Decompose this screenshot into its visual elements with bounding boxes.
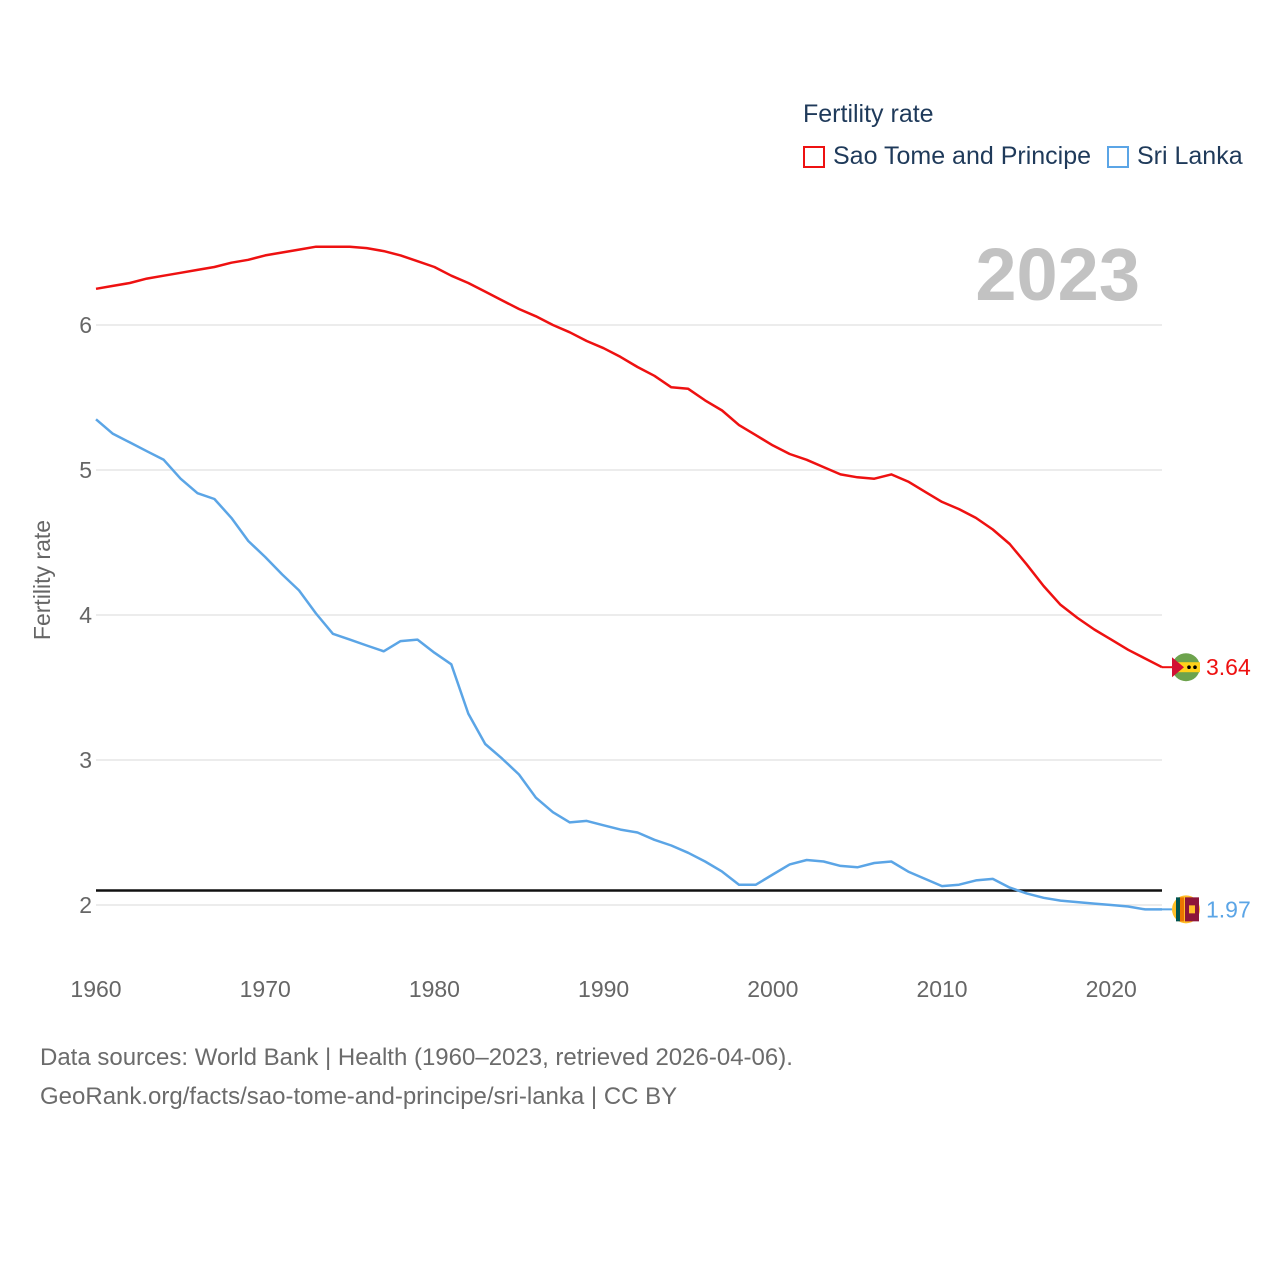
flag-icon-sao-tome-and-principe xyxy=(1172,653,1200,682)
x-tick-label-2000: 2000 xyxy=(747,976,798,1002)
x-tick-label-2010: 2010 xyxy=(916,976,967,1002)
x-tick-label-1960: 1960 xyxy=(70,976,121,1002)
y-tick-label-5: 5 xyxy=(79,457,92,483)
y-tick-label-3: 3 xyxy=(79,747,92,773)
legend-swatch-sao-tome xyxy=(803,145,825,168)
legend-item-sao-tome[interactable]: Sao Tome and Principe xyxy=(803,142,1091,171)
footer-link[interactable]: GeoRank.org/facts/sao-tome-and-principe/… xyxy=(40,1083,678,1110)
legend-title: Fertility rate xyxy=(803,100,934,128)
end-value-label-sao-tome-and-principe: 3.64 xyxy=(1206,654,1251,680)
grid-lines xyxy=(96,324,1162,906)
y-tick-label-2: 2 xyxy=(79,892,92,918)
series-layer xyxy=(95,245,1163,911)
y-tick-label-4: 4 xyxy=(79,602,92,628)
y-axis-title: Fertility rate xyxy=(29,520,55,640)
legend-item-sri-lanka[interactable]: Sri Lanka xyxy=(1107,142,1243,171)
end-markers: 3.64 1.97 xyxy=(1162,653,1251,924)
x-tick-label-2020: 2020 xyxy=(1086,976,1137,1002)
series-line-sao-tome-and-principe xyxy=(95,245,1163,669)
x-tick-label-1990: 1990 xyxy=(578,976,629,1002)
x-tick-label-1980: 1980 xyxy=(409,976,460,1002)
legend-label-sri-lanka: Sri Lanka xyxy=(1137,142,1243,170)
year-label: 2023 xyxy=(975,233,1140,316)
footer-sources: Data sources: World Bank | Health (1960–… xyxy=(40,1044,793,1071)
y-axis-ticks: 2 3 4 5 6 xyxy=(79,312,92,918)
x-tick-label-1970: 1970 xyxy=(240,976,291,1002)
legend-label-sao-tome: Sao Tome and Principe xyxy=(833,142,1092,170)
legend-swatch-sri-lanka xyxy=(1107,145,1129,168)
y-tick-label-6: 6 xyxy=(79,312,92,338)
series-line-sri-lanka xyxy=(95,418,1162,911)
flag-icon-sri-lanka xyxy=(1172,895,1200,924)
x-axis-ticks: 1960 1970 1980 1990 2000 2010 2020 xyxy=(70,976,1136,1002)
end-value-label-sri-lanka: 1.97 xyxy=(1206,896,1251,922)
